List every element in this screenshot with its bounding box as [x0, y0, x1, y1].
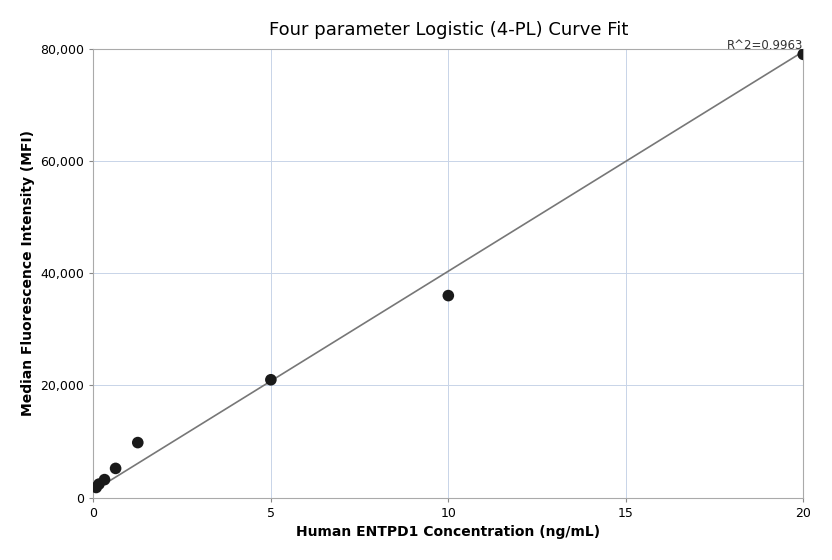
- Point: [98, 475, 111, 484]
- Text: R^2=0.9963: R^2=0.9963: [727, 39, 803, 52]
- Point: [131, 438, 145, 447]
- Point: [92, 479, 106, 488]
- Y-axis label: Median Fluorescence Intensity (MFI): Median Fluorescence Intensity (MFI): [21, 130, 35, 416]
- Point: [442, 291, 455, 300]
- Point: [109, 464, 122, 473]
- Title: Four parameter Logistic (4-PL) Curve Fit: Four parameter Logistic (4-PL) Curve Fit: [269, 21, 628, 39]
- Point: [796, 50, 810, 59]
- X-axis label: Human ENTPD1 Concentration (ng/mL): Human ENTPD1 Concentration (ng/mL): [296, 525, 601, 539]
- Point: [90, 483, 103, 492]
- Point: [265, 375, 278, 384]
